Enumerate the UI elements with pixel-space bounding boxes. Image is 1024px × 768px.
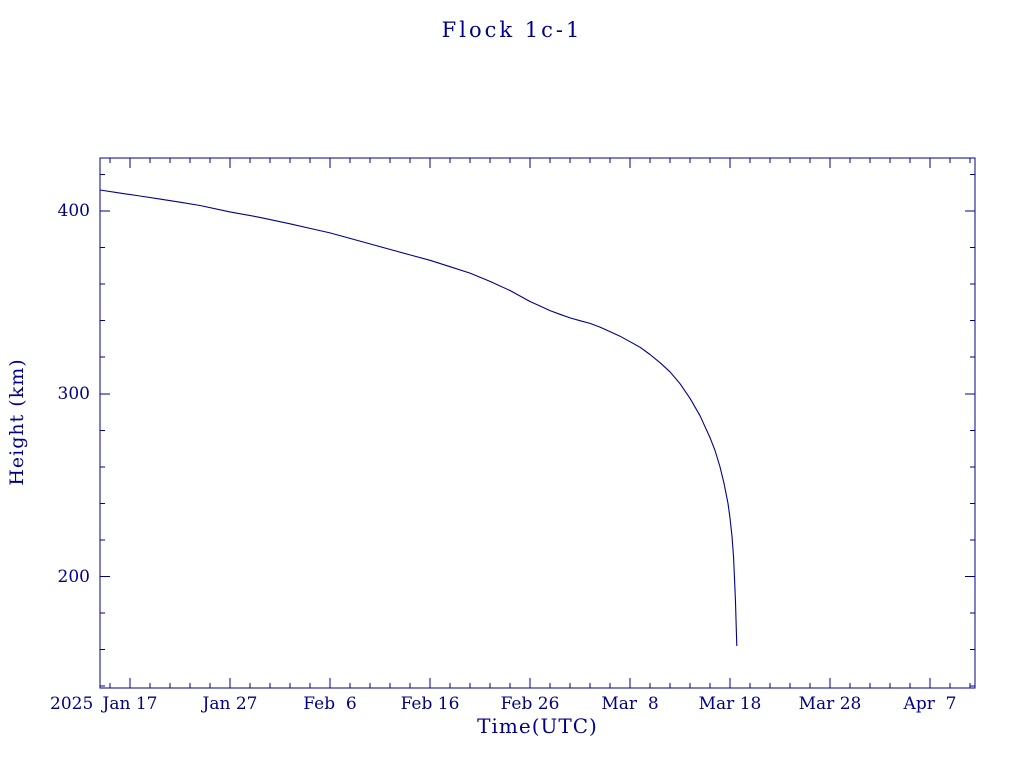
x-tick-label: Feb 16 [400,694,460,714]
y-tick-label: 300 [57,383,90,404]
y-tick-label: 400 [57,201,90,221]
x-axis-year-label: 2025 [50,694,94,714]
x-axis-label: Time(UTC) [477,714,598,738]
x-tick-label: Apr 7 [903,694,957,714]
x-tick-label: Jan 27 [202,694,258,714]
chart-title: Flock 1c-1 [441,18,583,42]
x-tick-label: Mar 8 [601,694,659,714]
x-tick-label: Mar 18 [698,694,762,714]
y-tick-label: 200 [57,566,90,587]
x-tick-label: Jan 17 [102,694,158,714]
height-curve [99,189,738,647]
x-tick-label: Feb 6 [303,694,357,714]
x-tick-label: Feb 26 [500,694,560,714]
x-tick-label: Mar 28 [798,694,862,714]
